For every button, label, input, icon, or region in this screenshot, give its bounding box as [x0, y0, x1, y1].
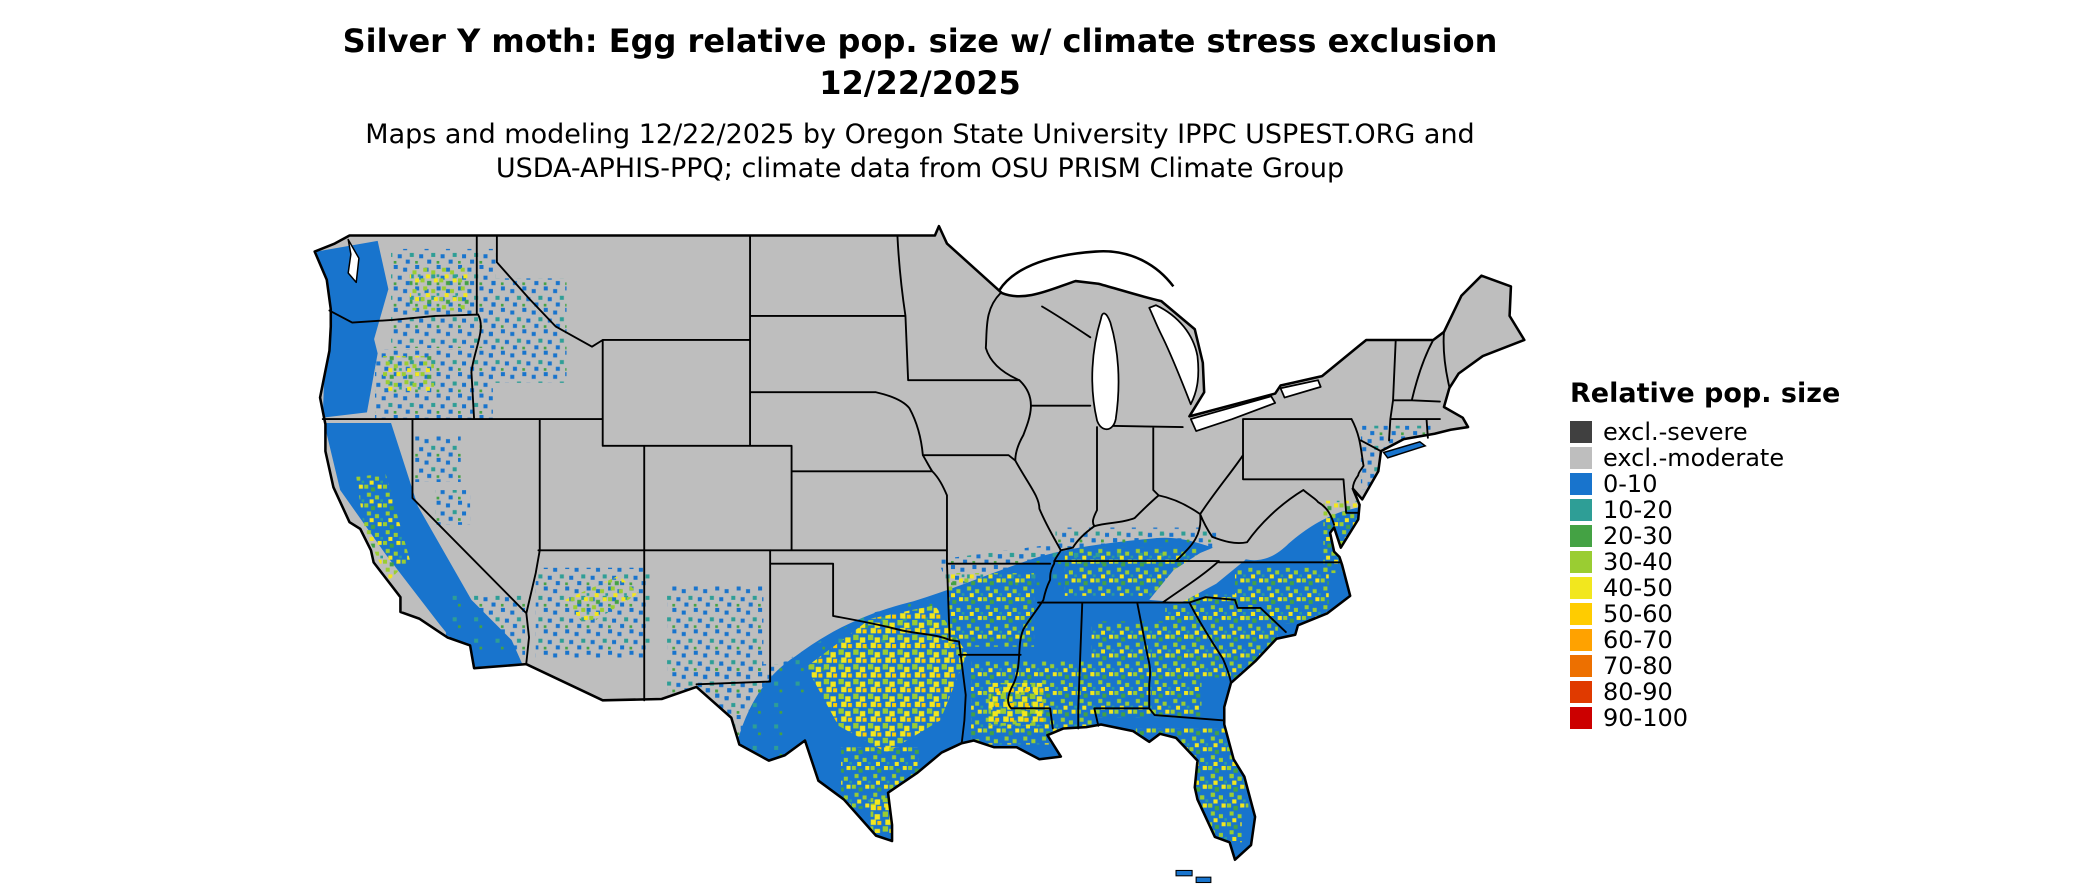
legend-item-label: 70-80	[1603, 652, 1673, 680]
legend-swatch	[1570, 473, 1592, 495]
legend-swatch	[1570, 655, 1592, 677]
state-borders	[321, 234, 1451, 745]
subtitle-block: Maps and modeling 12/22/2025 by Oregon S…	[0, 118, 1840, 186]
legend-entries: excl.-severe excl.-moderate 0-10 10-20 2…	[1570, 418, 1840, 732]
lake-superior-north-shore	[998, 250, 1175, 292]
legend-swatch	[1570, 629, 1592, 651]
speckle-idaho	[488, 278, 567, 383]
title-block: Silver Y moth: Egg relative pop. size w/…	[0, 20, 1840, 104]
legend-item: 90-100	[1570, 704, 1840, 732]
legend-item: 40-50	[1570, 574, 1840, 602]
speckle-central-nevada	[435, 490, 471, 525]
legend-item-label: excl.-severe	[1603, 418, 1748, 446]
legend-item: excl.-moderate	[1570, 444, 1840, 472]
great-lakes	[347, 238, 1322, 432]
legend-swatch	[1570, 525, 1592, 547]
legend-item-label: excl.-moderate	[1603, 444, 1785, 472]
legend-item: 50-60	[1570, 600, 1840, 628]
legend-swatch	[1570, 577, 1592, 599]
speckle-central-texas-yellow	[806, 605, 968, 753]
legend-item-label: 80-90	[1603, 678, 1673, 706]
legend-title: Relative pop. size	[1570, 378, 1841, 409]
legend-swatch	[1570, 707, 1592, 729]
legend-item-label: 60-70	[1603, 626, 1673, 654]
us-map-svg	[313, 224, 1526, 884]
lake-erie	[1189, 395, 1277, 432]
lake-michigan	[1091, 312, 1120, 431]
legend-item: 60-70	[1570, 626, 1840, 654]
legend-swatch	[1570, 499, 1592, 521]
puget-sound	[347, 238, 360, 284]
subtitle-line-1: Maps and modeling 12/22/2025 by Oregon S…	[365, 119, 1475, 150]
legend-item-label: 0-10	[1603, 470, 1658, 498]
region-west-oregon-blue	[322, 307, 378, 418]
legend-item-label: 20-30	[1603, 522, 1673, 550]
legend-swatch	[1570, 551, 1592, 573]
legend-item: 0-10	[1570, 470, 1840, 498]
legend-item: 70-80	[1570, 652, 1840, 680]
legend-swatch	[1570, 421, 1592, 443]
florida-keys	[1175, 869, 1212, 884]
speckle-florida-peninsula	[1185, 764, 1242, 843]
speckle-green-washington	[409, 267, 469, 311]
state-borders-east	[1059, 331, 1451, 562]
speckle-arkansas	[948, 573, 1035, 647]
legend-swatch	[1570, 681, 1592, 703]
speckle-mojave	[441, 594, 526, 659]
speckle-green-mogollon	[565, 575, 639, 627]
map-data-layer	[316, 240, 1431, 860]
region-appalachians-gray	[1149, 540, 1246, 603]
state-borders-south	[695, 292, 1342, 745]
speckle-louisiana-yellow	[988, 682, 1045, 726]
long-island	[1382, 440, 1427, 459]
state-borders-west	[321, 234, 1052, 702]
legend-item-label: 50-60	[1603, 600, 1673, 628]
lake-ontario	[1279, 379, 1322, 399]
speckle-west-nevada	[415, 436, 461, 482]
legend-swatch	[1570, 447, 1592, 469]
legend-item: excl.-severe	[1570, 418, 1840, 446]
subtitle-line-2: USDA-APHIS-PPQ; climate data from OSU PR…	[495, 153, 1345, 184]
speckle-north-carolina	[1234, 567, 1329, 624]
legend-item: 10-20	[1570, 496, 1840, 524]
legend-item-label: 40-50	[1603, 574, 1673, 602]
page-title-date: 12/22/2025	[819, 64, 1021, 102]
legend-item-label: 90-100	[1603, 704, 1689, 732]
legend-item: 80-90	[1570, 678, 1840, 706]
legend-item-label: 30-40	[1603, 548, 1673, 576]
speckle-central-valley	[356, 473, 410, 582]
legend-swatch	[1570, 603, 1592, 625]
legend: Relative pop. size excl.-severe excl.-mo…	[1570, 378, 1840, 733]
legend-item: 20-30	[1570, 522, 1840, 550]
legend-item: 30-40	[1570, 548, 1840, 576]
lake-huron	[1148, 304, 1200, 406]
us-map	[308, 222, 1527, 892]
page-title: Silver Y moth: Egg relative pop. size w/…	[342, 22, 1498, 60]
legend-item-label: 10-20	[1603, 496, 1673, 524]
speckle-green-oregon	[383, 356, 434, 391]
